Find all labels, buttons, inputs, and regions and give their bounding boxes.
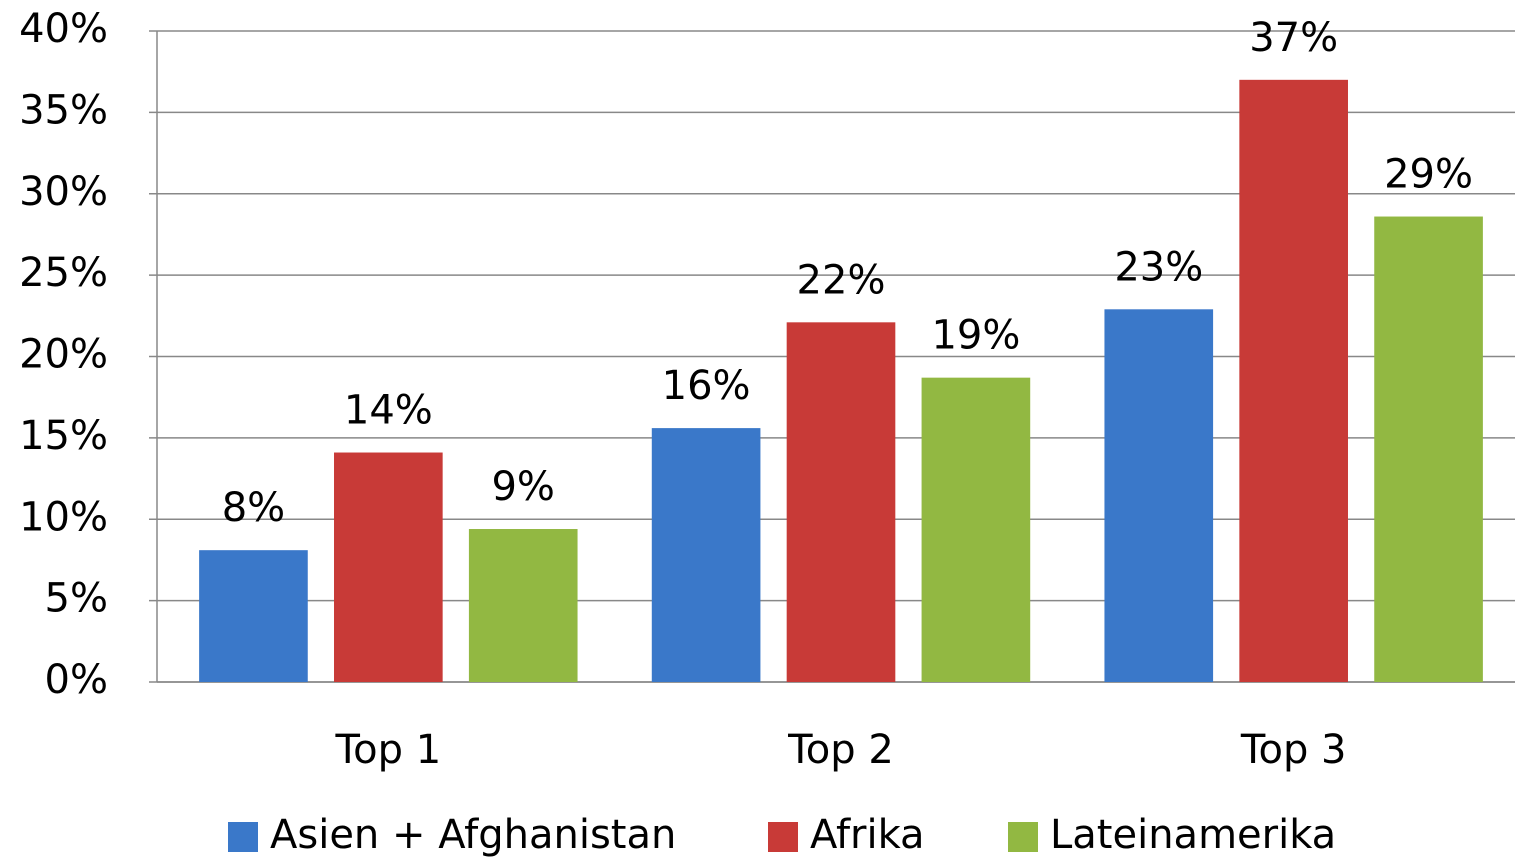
y-tick-label: 10%	[19, 494, 108, 540]
x-tick-label: Top 1	[334, 727, 441, 773]
legend-label: Afrika	[810, 812, 925, 858]
legend-swatch	[768, 822, 798, 852]
value-label: 16%	[662, 363, 751, 409]
value-label: 29%	[1384, 152, 1473, 198]
x-tick-label: Top 3	[1240, 727, 1347, 773]
y-tick-label: 15%	[19, 413, 108, 459]
bar	[651, 428, 761, 682]
y-tick-label: 30%	[19, 169, 108, 215]
legend-label: Lateinamerika	[1050, 812, 1336, 858]
y-tick-label: 0%	[45, 657, 108, 703]
y-tick-label: 20%	[19, 332, 108, 378]
value-label: 8%	[222, 485, 285, 531]
bar	[468, 529, 578, 682]
bar	[921, 377, 1031, 682]
bar	[1104, 309, 1214, 682]
value-label: 14%	[344, 388, 433, 434]
bar	[1239, 79, 1348, 682]
bar	[334, 452, 443, 682]
bar	[199, 550, 308, 682]
y-tick-label: 35%	[19, 87, 108, 133]
y-tick-label: 25%	[19, 250, 108, 296]
y-tick-label: 5%	[45, 576, 108, 622]
y-tick-label: 40%	[19, 6, 108, 52]
bar	[786, 322, 896, 682]
legend-label: Asien + Afghanistan	[270, 812, 676, 858]
x-tick-label: Top 2	[787, 727, 894, 773]
value-label: 23%	[1114, 244, 1203, 290]
value-label: 19%	[931, 313, 1020, 359]
legend-swatch	[1008, 822, 1038, 852]
bar	[1374, 216, 1483, 682]
legend-swatch	[228, 822, 258, 852]
value-label: 37%	[1249, 15, 1338, 61]
value-label: 9%	[491, 464, 554, 510]
value-label: 22%	[797, 257, 886, 303]
